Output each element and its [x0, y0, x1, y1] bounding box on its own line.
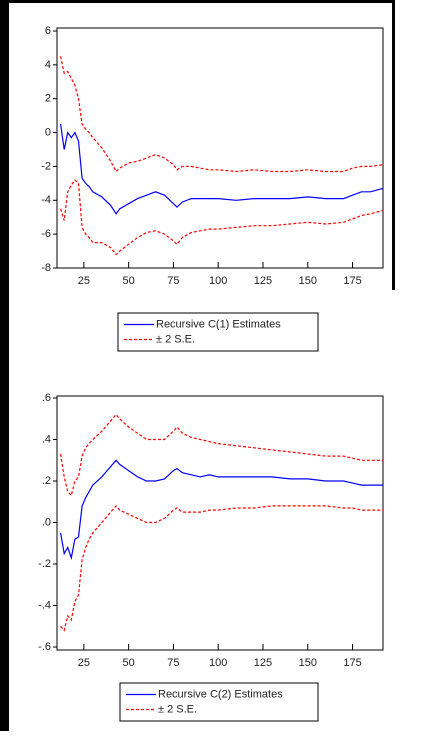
series-line [60, 504, 383, 632]
y-tick-label: 6 [45, 25, 51, 37]
y-tick-label: .2 [42, 475, 51, 487]
y-tick-label: -4 [41, 194, 51, 206]
plot-area [56, 395, 384, 651]
x-tick-label: 150 [299, 275, 317, 287]
legend-label: ± 2 S.E. [158, 703, 197, 715]
legend-box [117, 312, 319, 352]
y-tick-label: 2 [45, 93, 51, 105]
y-tick-label: 0 [45, 126, 51, 138]
left-frame [0, 0, 9, 731]
y-tick-label: -8 [41, 262, 51, 274]
x-tick-label: 75 [167, 275, 179, 287]
x-tick-label: 175 [343, 657, 361, 669]
series-line [60, 459, 383, 561]
x-tick-label: 25 [78, 657, 90, 669]
x-tick-label: 100 [209, 657, 227, 669]
x-tick-label: 100 [209, 275, 227, 287]
x-tick-label: 50 [123, 275, 135, 287]
y-tick-label: -6 [41, 228, 51, 240]
x-tick-label: 125 [254, 657, 272, 669]
y-tick-label: 4 [45, 59, 51, 71]
y-tick-label: -.4 [38, 599, 51, 611]
legend-label: Recursive C(2) Estimates [158, 688, 283, 700]
series-line [60, 124, 384, 215]
series-line [60, 179, 384, 256]
y-tick-label: -.2 [38, 558, 51, 570]
x-tick-label: 150 [299, 657, 317, 669]
legend-label: ± 2 S.E. [156, 333, 195, 345]
x-tick-label: 50 [123, 657, 135, 669]
x-tick-label: 75 [167, 657, 179, 669]
y-tick-label: -2 [41, 160, 51, 172]
legend-label: Recursive C(1) Estimates [156, 318, 281, 330]
x-tick-label: 25 [78, 275, 90, 287]
x-tick-label: 175 [343, 275, 361, 287]
plot-area [56, 27, 384, 269]
right-frame [392, 0, 395, 290]
series-line [60, 413, 383, 497]
legend-box [119, 682, 319, 722]
y-tick-label: .0 [42, 516, 51, 528]
y-tick-label: .4 [42, 433, 51, 445]
x-tick-label: 125 [254, 275, 272, 287]
series-line [60, 56, 384, 173]
y-tick-label: -.6 [38, 641, 51, 653]
top-frame [0, 0, 395, 3]
y-tick-label: .6 [42, 392, 51, 404]
